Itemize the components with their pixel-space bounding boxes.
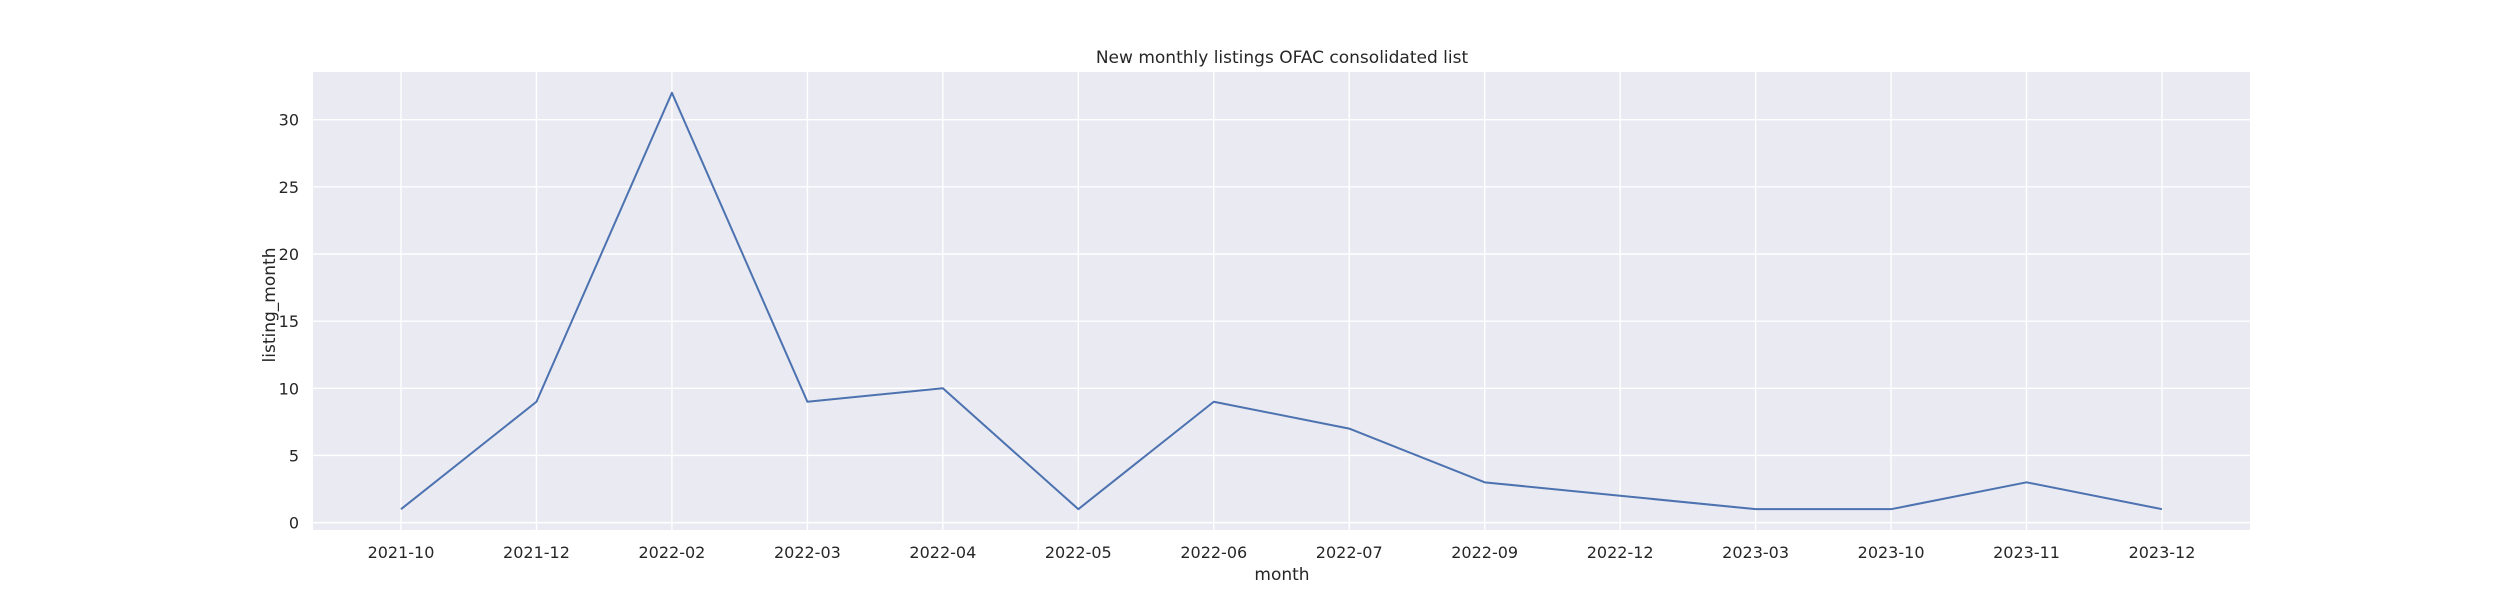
y-tick-label: 15 (279, 312, 299, 331)
y-tick-label: 5 (289, 446, 299, 465)
x-tick-label: 2023-10 (1858, 543, 1925, 562)
x-tick-label: 2022-05 (1045, 543, 1112, 562)
chart-title: New monthly listings OFAC consolidated l… (1096, 48, 1469, 68)
y-axis-ticks: 0 5 10 15 20 25 30 (279, 111, 299, 533)
y-tick-label: 30 (279, 111, 299, 130)
y-tick-label: 25 (279, 178, 299, 197)
y-axis-label: listing_month (260, 248, 280, 363)
x-tick-label: 2022-07 (1316, 543, 1383, 562)
x-tick-label: 2022-09 (1451, 543, 1518, 562)
x-tick-label: 2023-11 (1993, 543, 2060, 562)
grid-lines (313, 72, 2250, 530)
x-tick-label: 2023-03 (1722, 543, 1789, 562)
x-axis-label: month (1254, 565, 1309, 585)
x-tick-label: 2022-02 (638, 543, 705, 562)
x-tick-label: 2021-10 (368, 543, 435, 562)
x-tick-label: 2021-12 (503, 543, 570, 562)
x-tick-label: 2022-03 (774, 543, 841, 562)
x-tick-label: 2022-12 (1587, 543, 1654, 562)
x-tick-label: 2022-06 (1180, 543, 1247, 562)
x-axis-ticks: 2021-10 2021-12 2022-02 2022-03 2022-04 2022-… (368, 543, 2196, 562)
y-tick-label: 20 (279, 245, 299, 264)
x-tick-label: 2023-12 (2129, 543, 2196, 562)
plot-background (313, 72, 2250, 530)
x-tick-label: 2022-04 (909, 543, 976, 562)
y-tick-label: 10 (279, 379, 299, 398)
series-line (400, 91, 2163, 511)
y-tick-label: 0 (289, 514, 299, 533)
series-layer (400, 91, 2163, 511)
